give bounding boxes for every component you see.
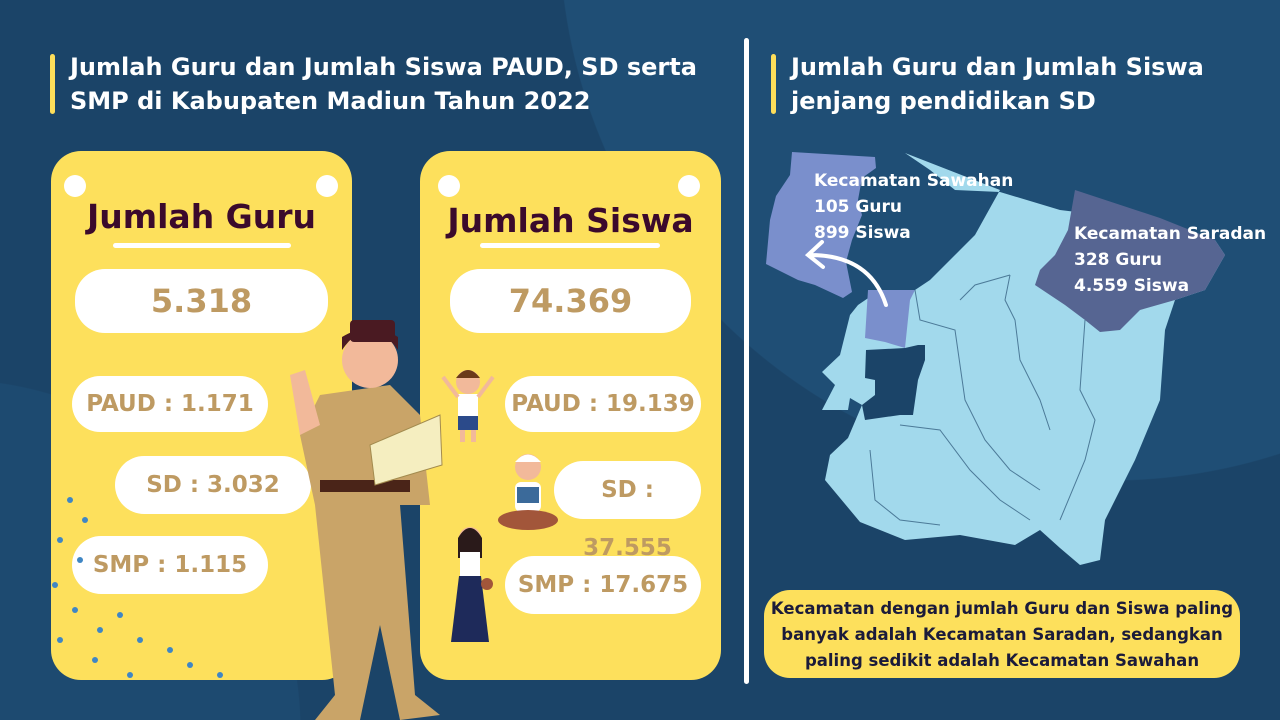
siswa-heading: Jumlah Siswa [447,201,694,240]
right-title: Jumlah Guru dan Jumlah Siswa jenjang pen… [771,50,1204,118]
saradan-name: Kecamatan Saradan [1074,224,1267,244]
siswa-sd: SD : 37.555 [554,461,701,561]
siswa-total: 74.369 [450,269,691,333]
card-hole [64,175,86,197]
left-title-line2: SMP di Kabupaten Madiun Tahun 2022 [70,87,591,115]
madiun-map [766,152,1225,565]
sawahan-label: Kecamatan Sawahan 105 Guru 899 Siswa [814,168,1013,246]
summary-note: Kecamatan dengan jumlah Guru dan Siswa p… [764,590,1240,678]
guru-total: 5.318 [75,269,328,333]
map-cutout [862,345,925,420]
note-line3: paling sedikit adalah Kecamatan Sawahan [804,651,1200,670]
saradan-label: Kecamatan Saradan 328 Guru 4.559 Siswa [1074,221,1266,299]
arrow-icon [804,240,888,307]
student-boy-illustration [441,370,495,442]
right-title-line1: Jumlah Guru dan Jumlah Siswa [791,53,1204,81]
map-region-sawahan [865,290,915,348]
sawahan-siswa: 899 Siswa [814,223,911,243]
sawahan-guru: 105 Guru [814,197,902,217]
map-region-saradan [1035,190,1225,332]
divider [744,38,749,684]
sawahan-name: Kecamatan Sawahan [814,171,1014,191]
map-region-sawahan [766,152,876,298]
siswa-paud: PAUD : 19.139 [505,376,701,432]
underline [480,243,660,248]
card-hole [316,175,338,197]
note-line1: Kecamatan dengan jumlah Guru dan Siswa p… [770,599,1234,618]
student-girl-illustration [451,527,493,642]
guru-heading: Jumlah Guru [86,197,317,236]
guru-sd: SD : 3.032 [115,456,311,514]
note-line2: banyak adalah Kecamatan Saradan, sedangk… [781,625,1223,644]
teacher-illustration [290,320,443,720]
decorative-dots [52,497,223,678]
left-title-line1: Jumlah Guru dan Jumlah Siswa PAUD, SD se… [70,53,697,81]
left-title: Jumlah Guru dan Jumlah Siswa PAUD, SD se… [50,50,697,118]
siswa-smp: SMP : 17.675 [505,556,701,614]
saradan-guru: 328 Guru [1074,250,1162,270]
guru-paud: PAUD : 1.171 [72,376,268,432]
saradan-siswa: 4.559 Siswa [1074,276,1190,296]
right-title-line2: jenjang pendidikan SD [791,87,1096,115]
student-reading-illustration [498,454,558,530]
underline [113,243,291,248]
card-hole [438,175,460,197]
guru-smp: SMP : 1.115 [72,536,268,594]
card-hole [678,175,700,197]
